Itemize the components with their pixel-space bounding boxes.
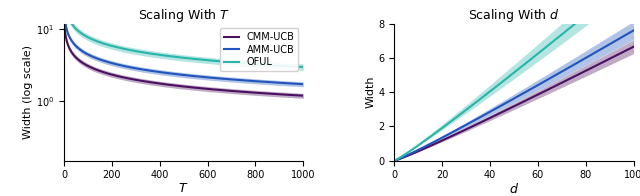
Title: Scaling With $T$: Scaling With $T$ — [138, 6, 230, 24]
Line: CMM-UCB: CMM-UCB — [64, 16, 303, 96]
AMM-UCB — [60, 4, 68, 6]
Legend: CMM-UCB, AMM-UCB, OFUL: CMM-UCB, AMM-UCB, OFUL — [220, 28, 298, 71]
Line: OFUL: OFUL — [64, 0, 303, 67]
Title: Scaling With $d$: Scaling With $d$ — [468, 6, 560, 24]
AMM-UCB — [166, 72, 173, 74]
Y-axis label: Width: Width — [365, 76, 376, 108]
Y-axis label: Width (log scale): Width (log scale) — [23, 45, 33, 139]
OFUL — [247, 63, 255, 65]
CMM-UCB — [166, 84, 173, 86]
CMM-UCB — [225, 90, 232, 92]
AMM-UCB — [225, 78, 232, 80]
AMM-UCB — [157, 71, 164, 73]
AMM-UCB — [85, 54, 93, 56]
CMM-UCB — [60, 15, 68, 17]
CMM-UCB — [251, 92, 259, 94]
AMM-UCB — [251, 80, 259, 82]
CMM-UCB — [247, 91, 255, 93]
CMM-UCB — [300, 94, 307, 97]
OFUL — [157, 54, 164, 56]
OFUL — [166, 55, 173, 57]
OFUL — [300, 66, 307, 68]
AMM-UCB — [247, 80, 255, 82]
X-axis label: $T$: $T$ — [179, 182, 189, 195]
OFUL — [225, 61, 232, 63]
OFUL — [251, 63, 259, 65]
Line: AMM-UCB: AMM-UCB — [64, 5, 303, 84]
CMM-UCB — [157, 83, 164, 85]
CMM-UCB — [85, 65, 93, 67]
OFUL — [85, 36, 93, 39]
X-axis label: $d$: $d$ — [509, 182, 519, 196]
AMM-UCB — [300, 83, 307, 85]
